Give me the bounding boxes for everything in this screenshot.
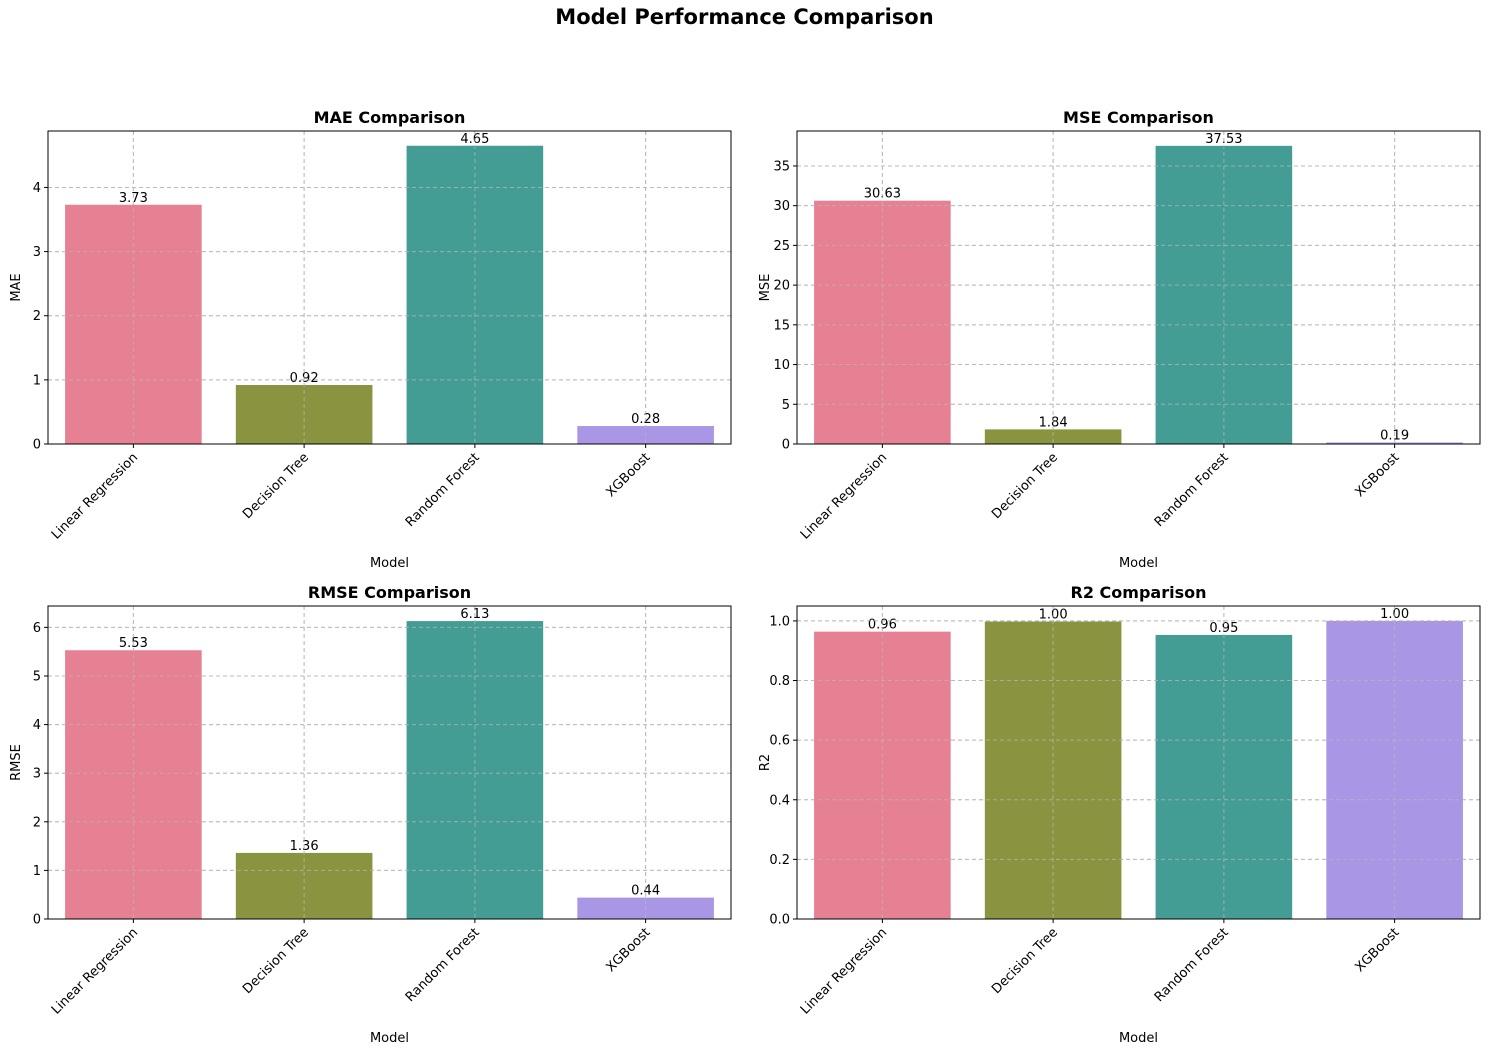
y-tick-label: 2 bbox=[33, 815, 41, 830]
axes-frame bbox=[47, 605, 732, 920]
x-tick-label: Decision Tree bbox=[989, 925, 1061, 997]
x-tick-label: Linear Regression bbox=[49, 925, 141, 1017]
bar-xgboost bbox=[1326, 442, 1463, 444]
y-tick-label: 4 bbox=[33, 718, 41, 733]
y-axis-label: R2 bbox=[758, 754, 773, 771]
y-tick-label: 4 bbox=[33, 181, 41, 196]
bar-value-label: 0.44 bbox=[631, 884, 660, 899]
x-tick-label: Random Forest bbox=[1152, 450, 1232, 530]
x-tick-label: Decision Tree bbox=[240, 925, 312, 997]
y-axis-label: MAE bbox=[9, 273, 24, 301]
x-axis-label: Model bbox=[1119, 556, 1158, 571]
y-axis-label: MSE bbox=[758, 274, 773, 302]
x-tick-label: XGBoost bbox=[1352, 450, 1402, 500]
y-tick-label: 35 bbox=[773, 159, 790, 174]
figure-title: Model Performance Comparison bbox=[555, 5, 934, 29]
subplot-r2: 0.961.000.951.000.00.20.40.60.81.0Linear… bbox=[758, 583, 1481, 1046]
y-tick-label: 3 bbox=[33, 245, 41, 260]
y-tick-label: 3 bbox=[33, 767, 41, 782]
x-tick-label: XGBoost bbox=[1352, 925, 1402, 975]
x-axis-label: Model bbox=[370, 1031, 409, 1046]
y-tick-label: 0.8 bbox=[769, 674, 790, 689]
y-tick-label: 0 bbox=[33, 913, 41, 928]
subplot-title: R2 Comparison bbox=[1071, 583, 1207, 602]
bar-value-label: 1.84 bbox=[1039, 415, 1068, 430]
y-tick-label: 1 bbox=[33, 864, 41, 879]
x-tick-label: Random Forest bbox=[403, 450, 483, 530]
x-tick-label: XGBoost bbox=[603, 450, 653, 500]
axes-frame bbox=[796, 130, 1481, 445]
subplot-title: MAE Comparison bbox=[314, 108, 466, 127]
y-tick-label: 2 bbox=[33, 309, 41, 324]
x-tick-label: Random Forest bbox=[1152, 925, 1232, 1005]
x-tick-label: Random Forest bbox=[403, 925, 483, 1005]
x-tick-label: Linear Regression bbox=[49, 450, 141, 542]
x-tick-label: Linear Regression bbox=[798, 450, 890, 542]
y-tick-label: 30 bbox=[773, 199, 790, 214]
x-tick-label: Decision Tree bbox=[240, 450, 312, 522]
x-axis-label: Model bbox=[370, 556, 409, 571]
x-axis-label: Model bbox=[1119, 1031, 1158, 1046]
y-tick-label: 5 bbox=[782, 398, 790, 413]
x-tick-label: Decision Tree bbox=[989, 450, 1061, 522]
y-tick-label: 6 bbox=[33, 621, 41, 636]
y-tick-label: 1 bbox=[33, 373, 41, 388]
y-tick-label: 25 bbox=[773, 239, 790, 254]
y-tick-label: 0.2 bbox=[769, 853, 790, 868]
y-tick-label: 1.0 bbox=[769, 614, 790, 629]
y-tick-label: 0.0 bbox=[769, 913, 790, 928]
y-tick-label: 20 bbox=[773, 279, 790, 294]
y-tick-label: 0 bbox=[782, 438, 790, 453]
y-tick-label: 0.4 bbox=[769, 793, 790, 808]
bar-value-label: 3.73 bbox=[119, 191, 148, 206]
y-tick-label: 0.6 bbox=[769, 734, 790, 749]
bar-linear-regression bbox=[65, 204, 202, 444]
subplot-title: RMSE Comparison bbox=[308, 583, 471, 602]
x-tick-label: Linear Regression bbox=[798, 925, 890, 1017]
y-tick-label: 15 bbox=[773, 318, 790, 333]
axes-frame bbox=[47, 130, 732, 445]
axes-frame bbox=[796, 605, 1481, 920]
y-axis-label: RMSE bbox=[9, 744, 24, 781]
subplot-title: MSE Comparison bbox=[1063, 108, 1214, 127]
x-tick-label: XGBoost bbox=[603, 925, 653, 975]
y-tick-label: 5 bbox=[33, 669, 41, 684]
y-tick-label: 10 bbox=[773, 358, 790, 373]
bar-decision-tree bbox=[984, 429, 1122, 444]
y-tick-label: 0 bbox=[33, 438, 41, 453]
